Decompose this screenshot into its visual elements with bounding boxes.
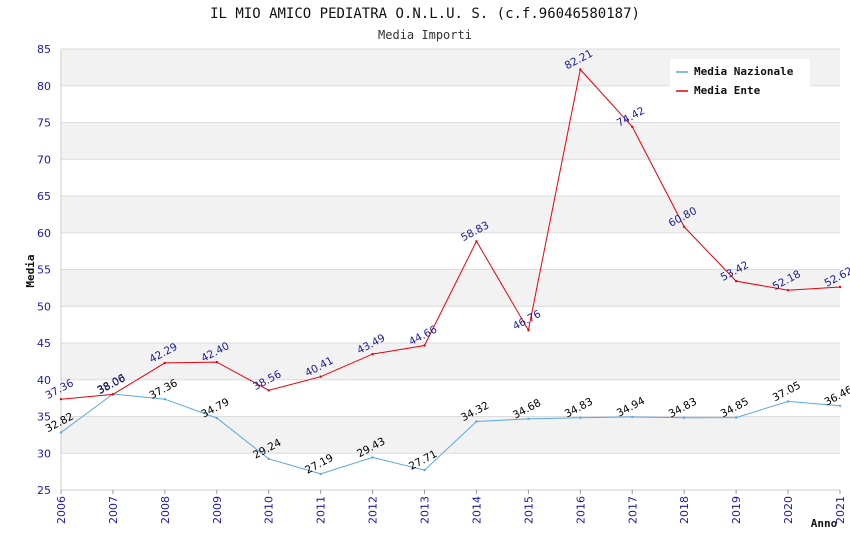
series-line-media-ente [60,68,841,400]
data-point [527,328,530,332]
x-tick-label: 2019 [730,496,743,524]
y-axis-label: Media [24,254,37,287]
data-point [734,416,738,419]
axes: 25 30 35 40 45 50 55 60 65 70 75 80 85 2006 2007 2008 20… [37,43,847,524]
y-tick-label: 35 [37,411,51,424]
data-point [838,285,842,289]
legend-box [670,59,810,101]
y-tick-label: 70 [37,153,51,166]
x-tick-label: 2008 [159,496,172,524]
background-band [61,196,840,233]
y-tick-label: 40 [37,374,51,387]
data-point [734,279,738,283]
data-point [163,361,167,365]
x-tick-label: 2015 [522,496,535,524]
data-point [579,416,582,419]
series-lines [59,68,842,476]
data-point [267,389,270,392]
data-point [475,240,478,243]
data-point [579,68,582,71]
data-point [163,397,167,401]
x-tick-label: 2013 [419,496,432,524]
y-tick-label: 30 [37,447,51,460]
x-tick-label: 2010 [263,496,276,524]
x-tick-label: 2017 [626,496,639,524]
y-tick-label: 25 [37,484,51,497]
data-point [319,375,322,378]
background-band [61,159,840,196]
y-tick-label: 85 [37,43,51,56]
data-point [423,344,426,347]
data-point [631,415,634,419]
data-point [475,420,478,423]
y-tick-label: 45 [37,337,51,350]
x-tick-label: 2007 [107,496,120,524]
x-tick-label: 2011 [315,496,328,524]
legend: Media Nazionale Media Ente [670,59,810,101]
data-point [59,397,63,401]
data-point [631,125,634,128]
x-tick-label: 2016 [574,496,587,524]
data-point [59,431,63,434]
x-axis-label: Anno [811,517,838,530]
data-point [838,404,842,407]
y-tick-label: 55 [37,264,51,277]
data-point [371,352,374,356]
data-point [527,417,530,421]
x-tick-label: 2012 [367,496,380,524]
chart-title: IL MIO AMICO PEDIATRA O.N.L.U. S. (c.f.9… [210,6,640,22]
y-tick-label: 50 [37,300,51,313]
x-tick-label: 2018 [678,496,691,524]
y-tick-label: 65 [37,190,51,203]
x-tick-label: 2006 [55,496,68,524]
background-band [61,343,840,380]
background-band [61,122,840,160]
data-point [267,457,270,461]
y-tick-label: 60 [37,227,51,240]
background-band [61,269,840,307]
legend-label-nazionale: Media Nazionale [694,65,794,78]
x-tick-label: 2020 [782,496,795,524]
data-point [683,225,686,229]
series-line-media-nazionale [60,393,841,475]
background-band [61,416,840,454]
y-tick-label: 75 [37,117,51,130]
background-band [61,379,840,417]
background-bands [61,49,840,490]
background-band [61,232,840,270]
data-point [786,400,790,403]
data-point [786,289,790,292]
x-tick-label: 2021 [834,496,847,524]
data-point [423,468,426,472]
data-point [215,416,218,420]
x-tick-label: 2009 [211,496,224,524]
data-point [319,472,322,476]
y-tick-label: 80 [37,80,51,93]
legend-label-ente: Media Ente [694,84,761,97]
chart-subtitle: Media Importi [378,28,472,42]
background-band [61,306,840,343]
data-point [371,456,374,459]
background-band [61,453,840,490]
data-point [215,360,218,364]
data-point [111,393,115,396]
data-point [683,416,686,419]
x-tick-label: 2014 [470,496,483,524]
